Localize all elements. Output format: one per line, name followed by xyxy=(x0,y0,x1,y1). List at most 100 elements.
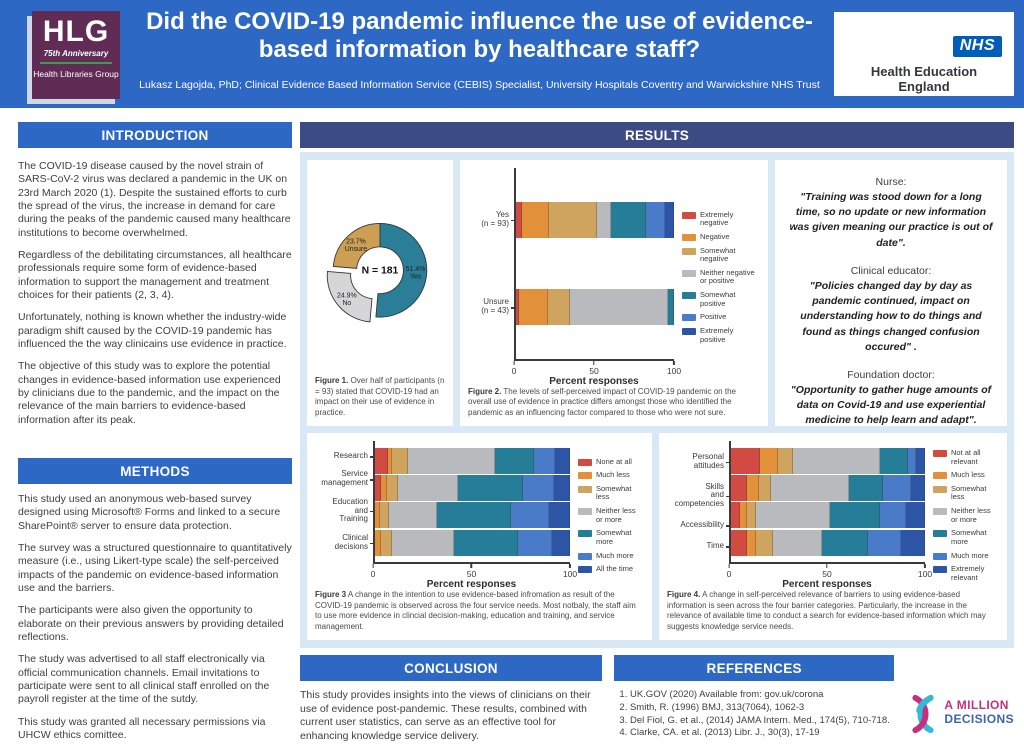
stacked-bar xyxy=(375,529,570,556)
donut-slice-unsure xyxy=(332,223,381,270)
top-banner: HLG 75th Anniversary Health Libraries Gr… xyxy=(0,0,1024,108)
legend-swatch xyxy=(682,327,696,335)
methods-text: This study used an anonymous web-based s… xyxy=(18,493,292,742)
category-label: Service management xyxy=(315,470,373,488)
conclusion-text: This study provides insights into the vi… xyxy=(300,689,591,742)
bar-segment xyxy=(552,529,570,556)
figure1-caption-text: Over half of participants (n = 93) state… xyxy=(315,376,445,417)
donut-slice-no xyxy=(326,271,373,323)
x-axis-tick: 50 xyxy=(822,564,831,579)
bar-segment xyxy=(533,447,556,474)
quote-role: Clinical educator: xyxy=(850,264,932,277)
bar-segment xyxy=(883,475,912,502)
bar-segment xyxy=(408,447,495,474)
bar-segment xyxy=(793,447,881,474)
bar-segment xyxy=(610,201,646,238)
figure4-x-axis: 0 50 100 xyxy=(727,562,932,579)
bar-segment xyxy=(880,502,906,529)
legend-swatch xyxy=(578,552,592,560)
nhs-logo: NHS Health Education England xyxy=(834,12,1014,96)
legend-item: Much less xyxy=(933,471,999,480)
figure4-card: Personal attitudes Skills and competencies Ac… xyxy=(659,433,1007,640)
intro-paragraph: Regardless of the debilitating circumsta… xyxy=(18,248,292,301)
bar-segment xyxy=(867,529,901,556)
figure4-bars xyxy=(729,441,925,563)
bar-segment xyxy=(457,475,524,502)
legend-item: Much more xyxy=(578,551,644,561)
quote-role: Foundation doctor: xyxy=(847,368,935,381)
methods-paragraph: The survey was a structured questionnair… xyxy=(18,541,292,594)
bar-segment xyxy=(379,502,389,529)
legend-item: Somewhat more xyxy=(578,528,644,546)
legend-item: Somewhat positive xyxy=(682,290,760,308)
bar-segment xyxy=(760,447,778,474)
bar-segment xyxy=(548,289,571,326)
bar-segment xyxy=(375,502,380,529)
quote-text: "Opportunity to gather huge amounts of d… xyxy=(790,383,992,427)
bottom-row: CONCLUSION This study provides insights … xyxy=(300,655,1014,744)
bar-segment xyxy=(549,201,597,238)
methods-paragraph: This study was granted all necessary per… xyxy=(18,715,266,741)
quote-clinical-educator: Clinical educator: "Policies changed day… xyxy=(787,265,995,355)
figure3-bars xyxy=(373,441,570,563)
legend-swatch xyxy=(933,472,947,480)
x-axis-tick: 100 xyxy=(563,564,577,579)
bar-segment xyxy=(375,529,381,556)
conclusion-block: CONCLUSION This study provides insights … xyxy=(300,655,602,744)
bar-segment xyxy=(510,502,549,529)
reference-item: UK.GOV (2020) Available from: gov.uk/cor… xyxy=(630,689,894,702)
legend-item: Positive xyxy=(682,313,760,322)
legend-item: Neither less or more xyxy=(578,506,644,524)
bar-segment xyxy=(731,529,747,556)
bar-segment xyxy=(555,447,570,474)
left-column: INTRODUCTION The COVID-19 disease caused… xyxy=(18,122,292,745)
legend-swatch xyxy=(578,530,592,538)
methods-header: METHODS xyxy=(18,458,292,484)
reference-list: UK.GOV (2020) Available from: gov.uk/cor… xyxy=(630,689,894,740)
figure4-caption-text: A change in self-perceived relevance of … xyxy=(667,590,986,631)
bar-segment xyxy=(516,289,520,326)
bar-segment xyxy=(731,502,740,529)
bar-segment xyxy=(756,529,773,556)
bar-segment xyxy=(494,447,534,474)
legend-item: Somewhat less xyxy=(578,484,644,502)
figure2-bars xyxy=(514,168,674,359)
legend-swatch xyxy=(933,485,947,493)
bar-segment xyxy=(907,447,917,474)
figure3-x-axis-label: Percent responses xyxy=(426,579,517,591)
results-header: RESULTS xyxy=(300,122,1014,148)
stacked-bar xyxy=(375,502,570,529)
million-line2: DECISIONS xyxy=(944,711,1014,726)
category-label: Unsure (n = 43) xyxy=(468,297,514,316)
bar-segment xyxy=(388,502,438,529)
bar-segment xyxy=(570,289,669,326)
figure2-category-labels: Yes (n = 93) Unsure (n = 43) xyxy=(468,168,514,359)
hlg-name: Health Libraries Group xyxy=(33,69,119,79)
bar-segment xyxy=(386,475,399,502)
stacked-bar xyxy=(731,447,925,474)
poster-authors: Lukasz Lagojda, PhD; Clinical Evidence B… xyxy=(139,79,820,92)
bar-segment xyxy=(437,502,511,529)
legend-swatch xyxy=(682,211,696,219)
donut-slice-yes xyxy=(375,223,428,318)
figure3-caption: Figure 3 A change in the intention to us… xyxy=(315,590,644,632)
bar-segment xyxy=(911,475,925,502)
figure3-card: Research Service management Education and Tra… xyxy=(307,433,652,640)
bar-segment xyxy=(880,447,908,474)
legend-swatch xyxy=(578,508,592,516)
figure3-caption-label: Figure 3 xyxy=(315,590,347,600)
x-axis-tick: 0 xyxy=(512,361,517,376)
x-axis-tick: 50 xyxy=(467,564,476,579)
category-label: Research xyxy=(315,451,373,461)
bar-segment xyxy=(375,447,388,474)
bar-segment xyxy=(554,475,570,502)
bar-segment xyxy=(849,475,884,502)
legend-swatch xyxy=(578,472,592,480)
references-block: REFERENCES UK.GOV (2020) Available from:… xyxy=(613,655,895,744)
quote-foundation-doctor: Foundation doctor: "Opportunity to gathe… xyxy=(787,369,995,429)
bar-segment xyxy=(391,529,454,556)
legend-item: Somewhat less xyxy=(933,484,999,502)
ribbon-icon xyxy=(912,694,934,734)
legend-item: Extremely relevant xyxy=(933,564,999,582)
